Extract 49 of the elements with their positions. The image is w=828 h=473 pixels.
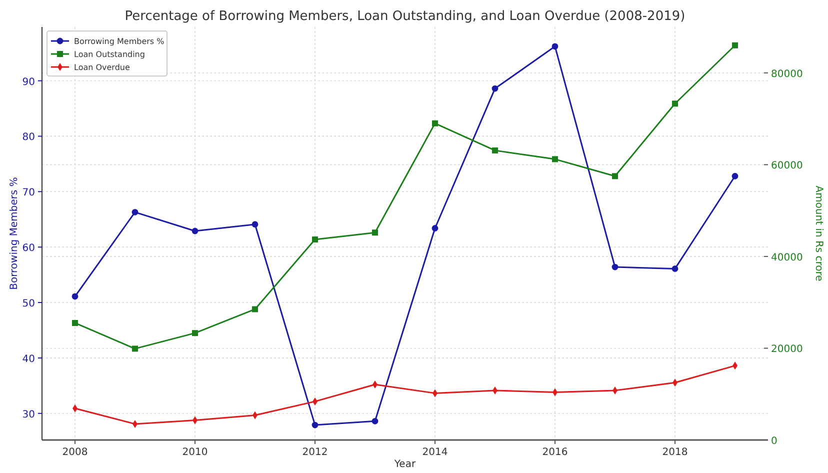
point <box>72 320 78 326</box>
point <box>552 43 558 50</box>
point <box>732 172 738 180</box>
chart-title: Percentage of Borrowing Members, Loan Outstanding, and Loan Overdue (2008-2019) <box>124 9 686 24</box>
point <box>192 228 198 234</box>
y2-axis-title: Amount in Rs crore <box>813 186 824 282</box>
point <box>492 85 498 92</box>
point <box>132 346 138 352</box>
legend-label: Loan Overdue <box>74 63 130 72</box>
x-tick-label: 2010 <box>182 447 208 458</box>
y-tick-label: 30 <box>22 409 35 420</box>
point <box>312 236 318 242</box>
y-tick-label: 80 <box>22 132 35 144</box>
legend-label: Loan Outstanding <box>74 50 145 59</box>
y2-tick-label: 80000 <box>771 68 803 80</box>
point <box>672 100 678 107</box>
y2-tick-label: 20000 <box>771 344 803 356</box>
y-tick-label: 70 <box>22 188 35 199</box>
point <box>612 264 618 270</box>
point <box>312 422 318 428</box>
point <box>132 208 138 216</box>
x-tick-label: 2012 <box>302 447 328 458</box>
y-axis-title: Borrowing Members % <box>9 177 20 290</box>
y2-tick-label: 60000 <box>771 160 803 172</box>
y-tick-label: 60 <box>22 243 35 254</box>
x-tick-label: 2018 <box>662 447 688 458</box>
x-axis-title: Year <box>393 459 416 470</box>
y-tick-label: 40 <box>22 354 35 365</box>
y-tick-label: 90 <box>22 76 35 88</box>
y2-tick-label: 40000 <box>771 252 803 264</box>
point <box>432 225 438 232</box>
point <box>672 266 678 272</box>
point <box>732 42 738 48</box>
x-tick-label: 2008 <box>62 447 88 458</box>
point <box>552 156 558 162</box>
y-tick-label: 50 <box>22 298 35 310</box>
point <box>72 293 78 300</box>
point <box>252 221 258 228</box>
y2-tick-label: 0 <box>771 436 778 447</box>
point <box>372 230 378 236</box>
x-tick-label: 2014 <box>422 447 448 458</box>
point <box>432 120 438 126</box>
point <box>252 306 258 312</box>
legend-label: Borrowing Members % <box>74 37 165 46</box>
point <box>492 147 498 154</box>
point <box>612 173 618 180</box>
point <box>372 418 378 424</box>
x-tick-label: 2016 <box>542 447 568 458</box>
point <box>192 330 198 336</box>
